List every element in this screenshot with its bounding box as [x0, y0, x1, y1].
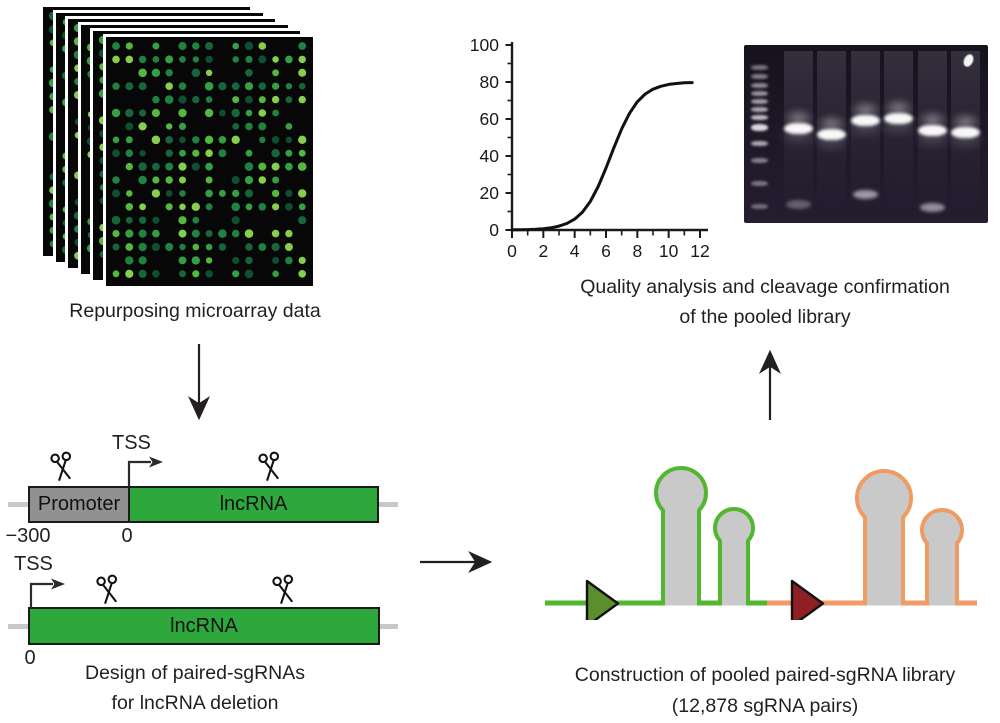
svg-text:100: 100 — [470, 35, 499, 55]
promoter-label: Promoter — [37, 493, 121, 515]
lncrna-label-1: lncRNA — [219, 493, 288, 515]
coord-zero-2: 0 — [24, 647, 36, 669]
gel-image — [744, 45, 988, 223]
gel-cleavage-band — [786, 200, 811, 209]
gel-cleavage-band — [920, 203, 945, 212]
gel-lane-smear — [851, 51, 880, 211]
gel-lane-smear — [884, 51, 913, 211]
gel-ladder-band — [751, 204, 768, 209]
svg-text:20: 20 — [480, 183, 500, 203]
lncrna-segment-1: lncRNA — [130, 488, 377, 521]
svg-text:6: 6 — [601, 241, 611, 261]
svg-text:60: 60 — [480, 109, 500, 129]
quality-caption: Quality analysis and cleavage confirmati… — [530, 272, 1000, 332]
sgRNA-hairpin — [713, 507, 755, 606]
microarray-label: Repurposing microarray data — [69, 300, 321, 322]
svg-text:0: 0 — [489, 220, 499, 240]
tss-label-1: TSS — [112, 432, 151, 454]
svg-text:2: 2 — [538, 241, 548, 261]
design-caption-line2: for lncRNA deletion — [111, 692, 279, 714]
scissors-icon — [50, 451, 72, 482]
gel-ladder-band — [751, 158, 768, 163]
gel-main-band — [951, 127, 980, 138]
scissors-icon — [258, 451, 280, 482]
promoter-segment: Promoter — [30, 488, 130, 521]
svg-text:10: 10 — [659, 241, 679, 261]
svg-text:8: 8 — [632, 241, 642, 261]
library-caption: Construction of pooled paired-sgRNA libr… — [520, 660, 1000, 722]
quality-caption-line2: of the pooled library — [679, 306, 851, 328]
svg-text:40: 40 — [480, 146, 500, 166]
microarray-stack — [40, 4, 370, 304]
scissors-icon — [96, 574, 118, 605]
gel-ladder-band — [751, 107, 768, 112]
gel-main-band — [851, 115, 880, 126]
gel-ladder-band — [751, 141, 768, 146]
gel-ladder-band — [751, 83, 768, 88]
sgRNA-hairpin — [920, 508, 964, 606]
scissors-icon — [272, 574, 294, 605]
coord-zero-1: 0 — [121, 525, 133, 547]
gel-ladder-band — [751, 74, 768, 79]
microarray-dots — [111, 41, 307, 279]
gel-main-band — [784, 123, 813, 134]
sgRNA-hairpin — [855, 469, 913, 606]
tss-arrow-2 — [29, 578, 65, 608]
gel-ladder-band — [751, 65, 768, 70]
construct-lncrna-bar: lncRNA — [28, 607, 380, 645]
design-caption: Design of paired-sgRNAs for lncRNA delet… — [35, 658, 355, 718]
design-caption-line1: Design of paired-sgRNAs — [84, 662, 305, 684]
u6-promoter-triangle-green — [585, 579, 620, 620]
construct-promoter-bar: Promoter lncRNA — [28, 486, 379, 523]
gel-main-band — [918, 125, 947, 136]
tss-label-2: TSS — [14, 553, 53, 575]
coord-minus300: −300 — [5, 525, 51, 547]
library-diagram — [545, 466, 977, 620]
svg-text:4: 4 — [570, 241, 580, 261]
gel-ladder-band — [751, 91, 768, 96]
gel-ladder-band — [751, 115, 768, 120]
gel-ladder-band — [751, 124, 768, 131]
microarray-panel — [103, 34, 316, 289]
library-caption-line2: (12,878 sgRNA pairs) — [671, 695, 859, 717]
gel-ladder-band — [751, 99, 768, 104]
svg-text:0: 0 — [507, 241, 517, 261]
svg-text:12: 12 — [690, 241, 709, 261]
lncrna-label-2: lncRNA — [170, 614, 238, 637]
library-caption-line1: Construction of pooled paired-sgRNA libr… — [574, 664, 956, 686]
quality-chart: 0 20 40 60 80 100 0 2 4 6 8 10 12 — [470, 35, 710, 261]
gel-ladder-band — [751, 181, 768, 186]
lncrna-segment-2: lncRNA — [30, 609, 378, 643]
gel-main-band — [884, 113, 913, 124]
quality-caption-line1: Quality analysis and cleavage confirmati… — [580, 276, 950, 298]
gel-cleavage-band — [853, 190, 878, 199]
h1-promoter-triangle-red — [790, 579, 825, 620]
tss-arrow-1 — [127, 456, 163, 486]
gel-main-band — [817, 129, 846, 140]
sgRNA-hairpin — [654, 466, 708, 606]
svg-text:80: 80 — [480, 72, 500, 92]
